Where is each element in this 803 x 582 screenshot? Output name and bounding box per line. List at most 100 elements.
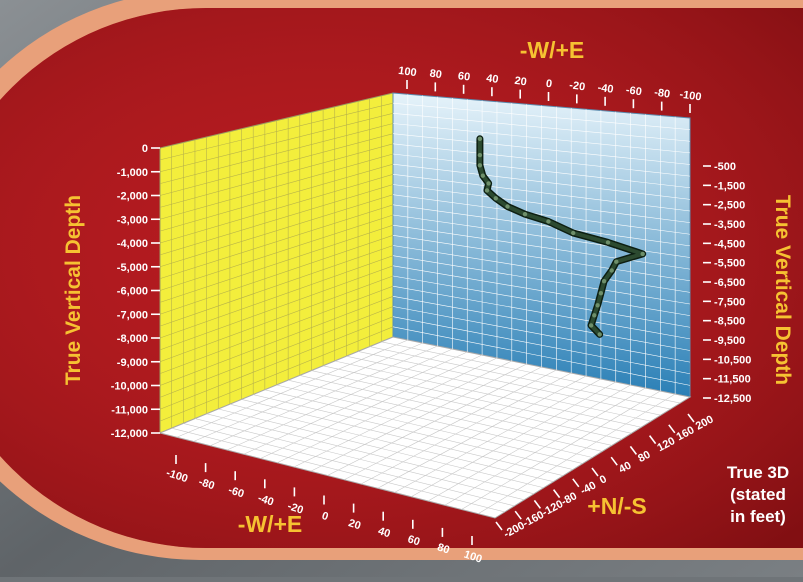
ns-tick (533, 499, 542, 509)
left-depth-tick-label: -3,000 (117, 214, 148, 226)
left-depth-tick-label: -6,000 (117, 286, 148, 298)
floor-grid-line (334, 360, 642, 428)
top-x-tick-label: 100 (397, 65, 417, 79)
ns-tick (629, 445, 638, 455)
well-path-point (571, 230, 576, 236)
well-path-point (477, 163, 483, 168)
bottom-x-tick-label: -20 (286, 500, 305, 516)
well-path-point (505, 204, 510, 209)
well-path-point (640, 251, 645, 257)
well-path-point (546, 219, 551, 224)
floor-grid-line (381, 341, 681, 404)
left-depth-tick-label: -11,000 (111, 404, 148, 416)
top-x-tick-label: 80 (429, 68, 443, 82)
ns-tick-label: 40 (617, 460, 633, 476)
ns-tick (514, 510, 522, 520)
ns-tick (668, 424, 676, 434)
floor-grid-line (346, 355, 652, 422)
bottom-x-tick-label: -80 (197, 476, 216, 492)
floor-grid-line (299, 375, 613, 446)
well-path-point (493, 196, 498, 201)
floor-grid-line (194, 418, 525, 501)
bottom-x-tick-label: 20 (347, 517, 362, 532)
well-path-point (477, 152, 483, 158)
left-depth-tick-label: -5,000 (117, 262, 148, 274)
right-depth-tick-label: -8,500 (714, 316, 745, 328)
right-depth-tick-label: -3,500 (714, 219, 745, 231)
right-depth-tick-label: -7,500 (714, 296, 745, 308)
well-path-point (601, 279, 607, 284)
left-depth-tick-label: -10,000 (111, 381, 148, 393)
floor-grid-line (229, 403, 554, 482)
left-depth-tick-label: -7,000 (117, 309, 148, 321)
left-depth-tick-label: 0 (142, 143, 148, 155)
right-depth-tick-label: -4,500 (714, 238, 745, 250)
well-path-point (592, 313, 597, 318)
top-x-axis-label: -W/+E (520, 37, 585, 63)
floor-grid-line (288, 379, 603, 452)
floor-grid-line (183, 423, 515, 507)
bottom-x-tick-label: 40 (376, 525, 391, 540)
units-note-line-2: (stated (730, 485, 786, 504)
well-path (476, 135, 647, 338)
ns-tick (495, 521, 503, 531)
bottom-x-tick-label: 0 (320, 510, 330, 523)
ns-tick-label: 80 (636, 449, 652, 465)
well-path-point (484, 188, 490, 193)
well-path-point (480, 173, 485, 178)
right-depth-tick-label: -1,500 (714, 180, 745, 192)
floor-grid-line (264, 389, 583, 464)
well-path-point (522, 212, 528, 217)
bottom-x-tick-label: -60 (227, 484, 246, 500)
top-x-tick-label: 20 (514, 75, 528, 89)
bottom-x-tick-label: 100 (462, 549, 483, 566)
right-depth-tick-label: -9,500 (714, 335, 745, 347)
bottom-x-tick-label: -40 (256, 492, 275, 508)
ns-tick (572, 478, 580, 488)
well-path-point (486, 181, 491, 186)
top-x-tick-label: 0 (545, 78, 553, 91)
floor-grid-line (369, 346, 671, 410)
top-x-tick-label: -80 (653, 87, 670, 101)
well-path-point (609, 268, 614, 273)
floor-grid-line (276, 384, 593, 458)
top-x-tick-label: 40 (485, 72, 499, 86)
floor-grid-line (171, 427, 505, 513)
ns-tick (687, 413, 695, 423)
top-x-tick-label: 60 (457, 70, 471, 84)
grid-lines (159, 94, 691, 515)
left-depth-tick-label: -4,000 (117, 238, 148, 250)
floor-grid-line (218, 408, 544, 489)
well-path-point (595, 303, 600, 308)
bottom-x-axis-label: -W/+E (238, 511, 303, 537)
top-x-tick-label: -100 (679, 89, 702, 104)
left-depth-tick-label: -8,000 (117, 333, 148, 345)
right-depth-tick-label: -2,500 (714, 200, 745, 212)
ns-tick (648, 435, 657, 445)
well-path-point (598, 291, 604, 296)
right-depth-tick-label: -500 (714, 161, 736, 173)
well-path-point (614, 259, 619, 264)
right-depth-tick-label: -10,500 (714, 354, 751, 366)
bottom-x-tick-label: 60 (406, 533, 421, 548)
units-note-line-1: True 3D (727, 463, 789, 482)
floor-grid-line (253, 394, 574, 470)
ns-tick-label: 0 (598, 473, 609, 486)
left-depth-axis-label: True Vertical Depth (62, 195, 85, 385)
floor-grid-line (206, 413, 535, 495)
right-depth-tick-label: -5,500 (714, 258, 745, 270)
left-depth-tick-label: -9,000 (117, 357, 148, 369)
well-path-point (477, 136, 483, 141)
well-path-point (597, 332, 602, 337)
top-x-tick-label: -40 (597, 82, 614, 96)
floor-grid-line (323, 365, 632, 434)
ns-tick (610, 456, 618, 466)
right-depth-axis-label: True Vertical Depth (771, 195, 794, 385)
top-x-tick-label: -60 (625, 84, 642, 98)
floor-grid-line (241, 399, 564, 476)
ns-axis-label: +N/-S (587, 493, 646, 519)
top-x-tick-label: -20 (569, 79, 586, 93)
left-depth-tick-label: -2,000 (117, 191, 148, 203)
floor-grid-line (357, 351, 661, 416)
